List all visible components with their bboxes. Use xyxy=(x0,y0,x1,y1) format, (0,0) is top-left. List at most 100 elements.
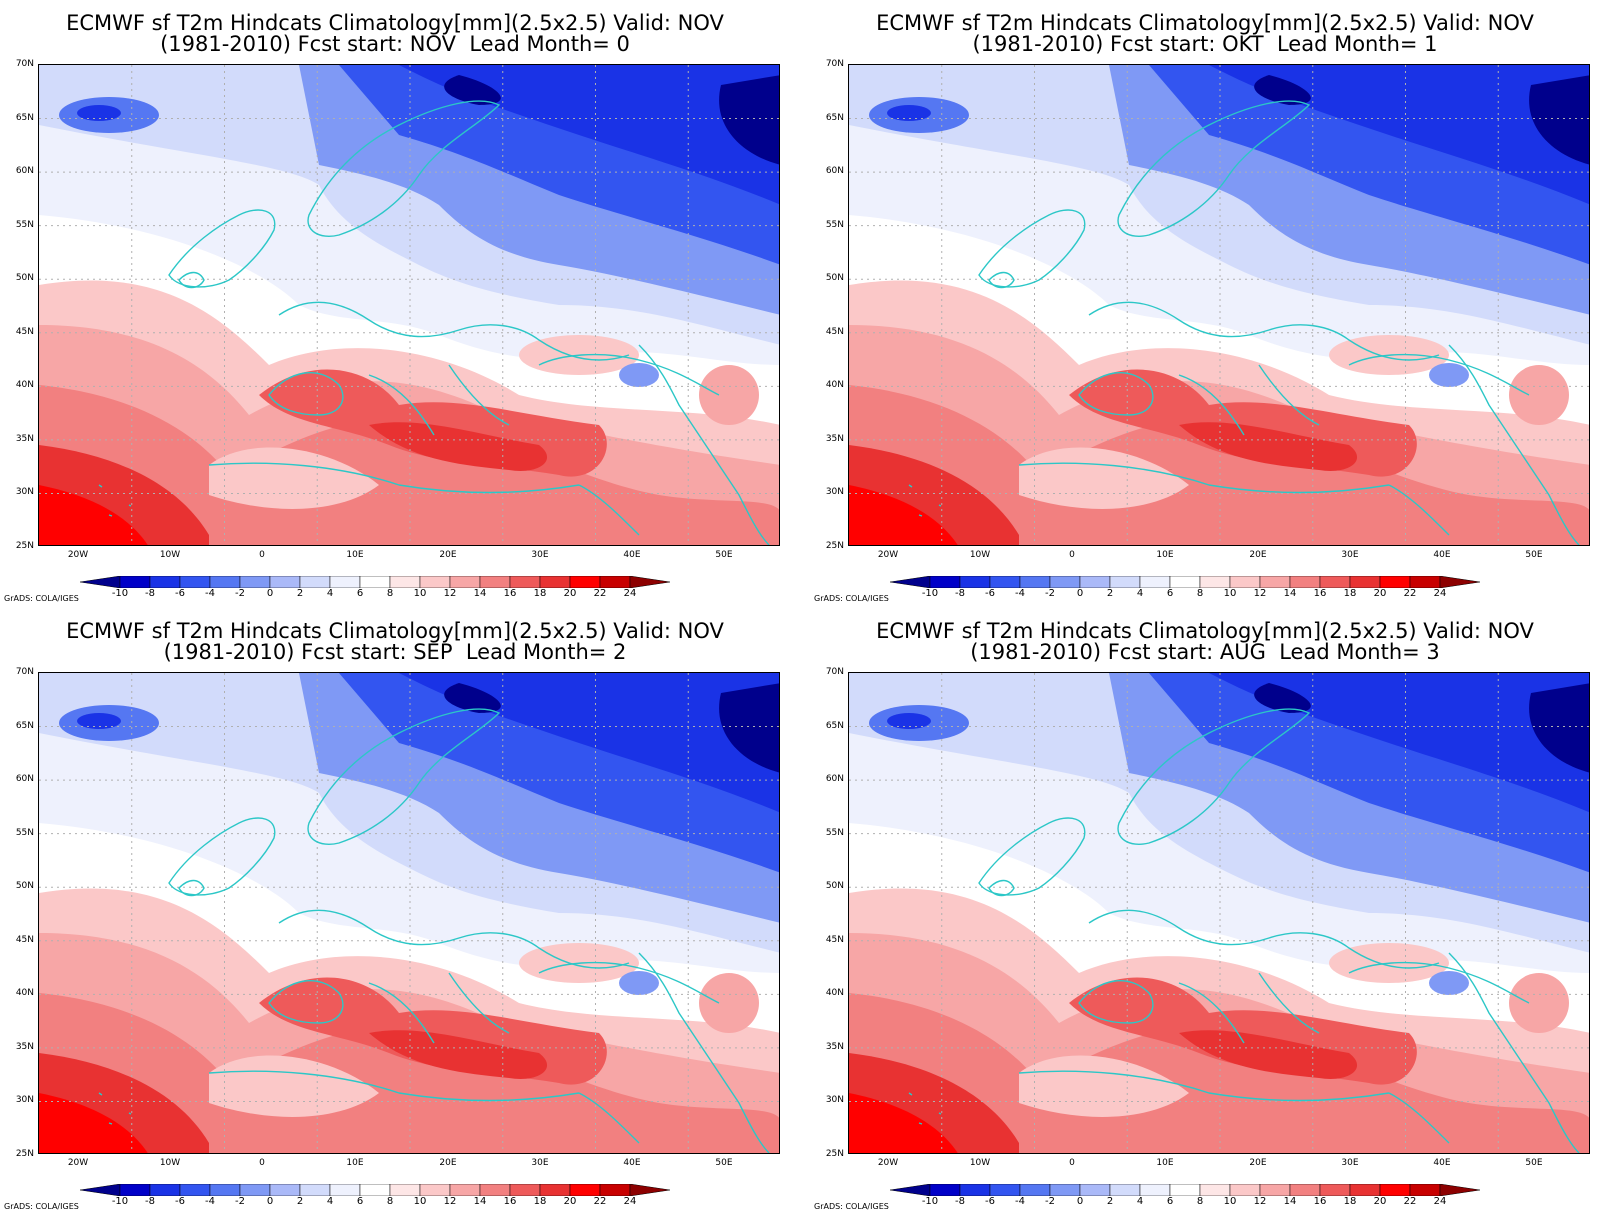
colorbar-label: 2 xyxy=(296,1196,304,1207)
lon-tick-label: 40E xyxy=(1433,550,1451,560)
warm-field-5 xyxy=(849,485,958,545)
caspian-warm xyxy=(699,973,759,1033)
lon-tick-label: 10W xyxy=(969,550,991,560)
colorbar-label: 16 xyxy=(1313,588,1327,599)
colorbar-label: 24 xyxy=(623,1196,637,1207)
cool-north-7 xyxy=(719,75,779,165)
anatolia-cool xyxy=(1429,971,1469,995)
iceland-low-inner xyxy=(77,105,121,121)
colorbar-label: -10 xyxy=(111,588,129,599)
lon-tick-label: 10E xyxy=(346,550,364,560)
colorbar-label: -4 xyxy=(205,1196,215,1207)
lon-tick-label: 10W xyxy=(159,550,181,560)
colorbar-label: -6 xyxy=(985,1196,995,1207)
map-panel: ECMWF sf T2m Hindcats Climatology[mm](2.… xyxy=(810,0,1600,603)
lat-tick-label: 40N xyxy=(15,988,34,999)
lat-tick-label: 60N xyxy=(15,166,34,177)
cool-north-6 xyxy=(1254,75,1311,105)
colorbar-label: 18 xyxy=(1343,1196,1357,1207)
colorbar-label: -6 xyxy=(985,588,995,599)
colorbar-label: 2 xyxy=(1106,1196,1114,1207)
colorbar-label: 18 xyxy=(533,588,547,599)
lat-tick-label: 45N xyxy=(15,326,34,337)
colorbar-label: -6 xyxy=(175,1196,185,1207)
lat-tick-label: 50N xyxy=(825,273,844,284)
colorbar-label: -10 xyxy=(111,1196,129,1207)
lat-tick-label: 55N xyxy=(15,219,34,230)
colorbar-label: -4 xyxy=(1015,1196,1025,1207)
lon-tick-label: 20W xyxy=(67,550,89,560)
anatolia-cool xyxy=(1429,363,1469,387)
lat-tick-label: 25N xyxy=(825,541,844,551)
colorbar xyxy=(79,573,671,592)
iceland-low-inner xyxy=(77,713,121,729)
colorbar-label: 6 xyxy=(356,588,364,599)
colorbar-label: 20 xyxy=(563,1196,577,1207)
colorbar-label: 4 xyxy=(326,1196,334,1207)
colorbar-label: 8 xyxy=(386,588,394,599)
lat-tick-label: 60N xyxy=(825,166,844,177)
panel-title-line2: (1981-2010) Fcst start: SEP Lead Month= … xyxy=(163,640,627,664)
cool-north-7 xyxy=(1529,75,1589,165)
warm-field-5 xyxy=(39,1093,148,1153)
lon-tick-label: 0 xyxy=(259,550,265,560)
lon-tick-label: 20E xyxy=(439,550,457,560)
lat-tick-label: 30N xyxy=(825,487,844,498)
colorbar xyxy=(889,573,1481,592)
warm-field-5 xyxy=(849,1093,958,1153)
lat-tick-label: 70N xyxy=(15,667,34,677)
colorbar-label: -8 xyxy=(955,588,965,599)
panel-title-line1: ECMWF sf T2m Hindcats Climatology[mm](2.… xyxy=(876,11,1534,35)
colorbar-label: 8 xyxy=(386,1196,394,1207)
colorbar-label: 14 xyxy=(473,1196,487,1207)
lat-tick-label: 45N xyxy=(15,934,34,945)
colorbar-label: 20 xyxy=(1373,1196,1387,1207)
colorbar-label: -8 xyxy=(145,1196,155,1207)
colorbar-label: -8 xyxy=(955,1196,965,1207)
lon-tick-label: 20E xyxy=(1249,1158,1267,1168)
colorbar-label: 6 xyxy=(356,1196,364,1207)
colorbar-label: -10 xyxy=(921,588,939,599)
lon-tick-label: 50E xyxy=(1525,1158,1543,1168)
colorbar-label: 22 xyxy=(1403,1196,1417,1207)
colorbar-label: 22 xyxy=(593,588,607,599)
cool-north-6 xyxy=(444,75,501,105)
colorbar-label: -2 xyxy=(1045,588,1055,599)
lon-tick-label: 30E xyxy=(1341,550,1359,560)
colorbar-label: 20 xyxy=(1373,588,1387,599)
lon-tick-label: 20E xyxy=(1249,550,1267,560)
lon-tick-label: 0 xyxy=(1069,1158,1075,1168)
cool-north-7 xyxy=(1529,683,1589,773)
colorbar-label: -8 xyxy=(145,588,155,599)
colorbar-label: 24 xyxy=(1433,1196,1447,1207)
iceland-low-inner xyxy=(887,713,931,729)
lon-tick-label: 50E xyxy=(715,550,733,560)
lat-tick-label: 65N xyxy=(825,112,844,123)
caspian-warm xyxy=(1509,365,1569,425)
lon-tick-label: 20W xyxy=(877,1158,899,1168)
med-warm-core-2 xyxy=(369,1030,548,1079)
lat-tick-label: 45N xyxy=(825,326,844,337)
lon-tick-label: 20W xyxy=(67,1158,89,1168)
lat-tick-label: 55N xyxy=(15,827,34,838)
cool-north-7 xyxy=(719,683,779,773)
lon-tick-label: 10W xyxy=(159,1158,181,1168)
colorbar-label: 4 xyxy=(1136,1196,1144,1207)
colorbar-label: 12 xyxy=(443,588,457,599)
colorbar-label: 22 xyxy=(1403,588,1417,599)
colorbar-label: 18 xyxy=(1343,588,1357,599)
med-warm-core-2 xyxy=(1179,422,1358,471)
colorbar-label: 6 xyxy=(1166,1196,1174,1207)
lon-tick-label: 40E xyxy=(1433,1158,1451,1168)
lon-tick-label: 50E xyxy=(1525,550,1543,560)
lat-tick-label: 25N xyxy=(825,1149,844,1159)
panel-title-line1: ECMWF sf T2m Hindcats Climatology[mm](2.… xyxy=(66,11,724,35)
lat-tick-label: 35N xyxy=(15,433,34,444)
lat-tick-label: 55N xyxy=(825,219,844,230)
lat-tick-label: 40N xyxy=(825,988,844,999)
colorbar-label: 12 xyxy=(1253,1196,1267,1207)
colorbar-label: 16 xyxy=(1313,1196,1327,1207)
lat-tick-label: 30N xyxy=(15,1095,34,1106)
lat-tick-label: 65N xyxy=(15,720,34,731)
colorbar xyxy=(889,1181,1481,1200)
